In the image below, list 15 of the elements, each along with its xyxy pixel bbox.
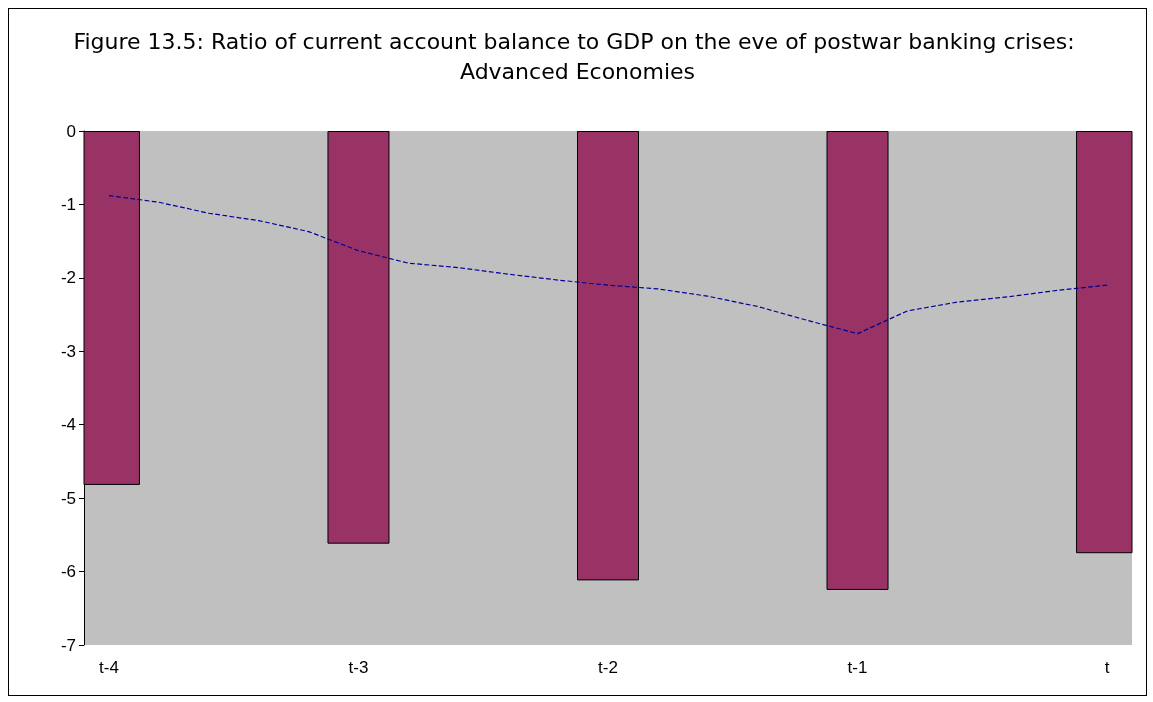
x-tick-label: t-2 <box>598 658 618 677</box>
y-tick-label: -4 <box>60 415 76 435</box>
y-tick-label: -2 <box>60 268 76 288</box>
y-tick-label: -6 <box>60 562 76 582</box>
x-tick-label: t-3 <box>348 658 369 677</box>
line-series <box>108 195 1108 335</box>
y-tick-label: 0 <box>66 121 76 141</box>
y-tick-label: -1 <box>60 194 76 214</box>
chart-title: Figure 13.5: Ratio of current account balance to GDP on the eve of postwar banking crises: Advanced Economies <box>73 28 1082 84</box>
y-tick-label: -5 <box>60 488 76 508</box>
y-tick-label: -7 <box>60 635 76 655</box>
x-tick-label: t-1 <box>847 658 868 677</box>
x-tick-label: t-4 <box>99 658 119 677</box>
y-tick-label: -3 <box>60 341 76 361</box>
x-tick-label: t <box>1104 658 1110 677</box>
